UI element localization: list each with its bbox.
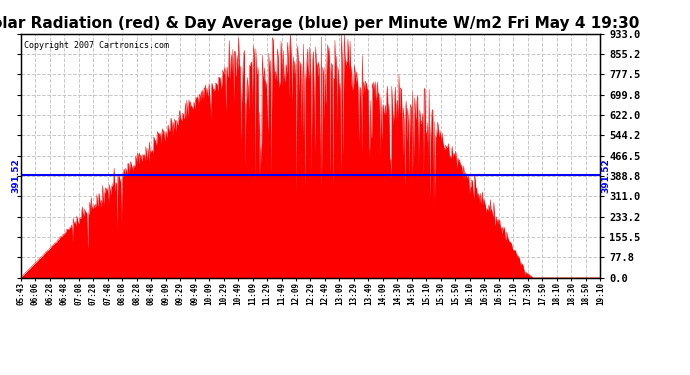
- Title: Solar Radiation (red) & Day Average (blue) per Minute W/m2 Fri May 4 19:30: Solar Radiation (red) & Day Average (blu…: [0, 16, 640, 31]
- Text: 391.52: 391.52: [601, 158, 610, 193]
- Text: 391.52: 391.52: [11, 158, 20, 193]
- Text: Copyright 2007 Cartronics.com: Copyright 2007 Cartronics.com: [23, 41, 168, 50]
